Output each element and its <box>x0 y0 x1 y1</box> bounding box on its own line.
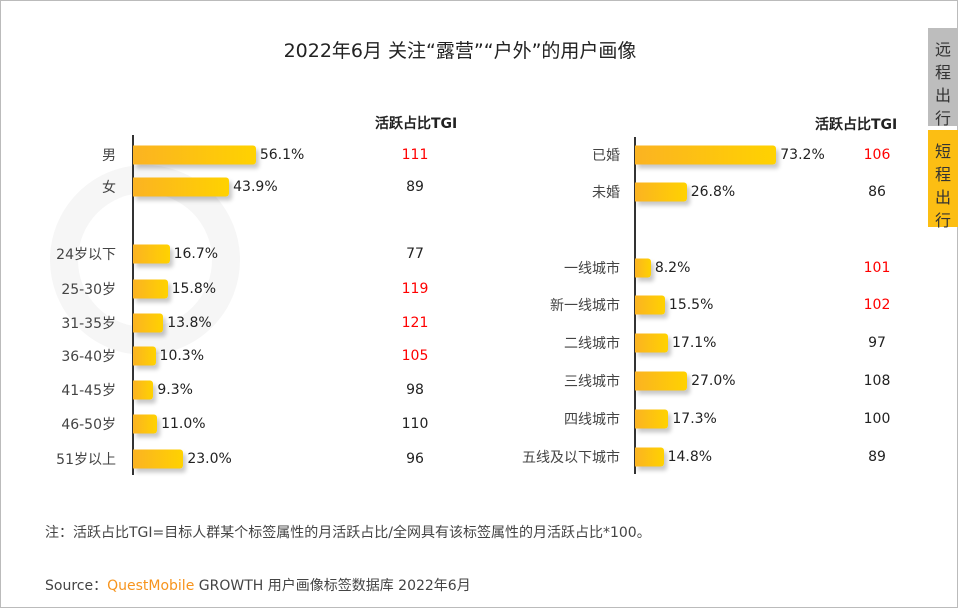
data-label: 43.9% <box>233 179 278 195</box>
right-axis <box>634 137 636 474</box>
bar <box>635 409 669 429</box>
data-label: 26.8% <box>690 184 736 200</box>
tgi-value: 108 <box>863 373 891 389</box>
tab-long-distance[interactable]: 远 程 出 行 <box>928 28 958 128</box>
category-label: 51岁以上 <box>56 452 116 468</box>
data-label: 9.3% <box>157 382 193 398</box>
category-label: 未婚 <box>592 185 620 201</box>
tgi-value: 106 <box>863 147 891 163</box>
category-label: 25-30岁 <box>61 282 116 298</box>
category-label: 已婚 <box>592 148 620 164</box>
category-label: 新一线城市 <box>550 298 620 314</box>
tgi-value: 97 <box>868 335 886 351</box>
tgi-value: 96 <box>406 451 424 467</box>
data-label: 13.8% <box>167 315 212 331</box>
tab-short-distance[interactable]: 短 程 出 行 <box>928 130 958 230</box>
chart-title: 2022年6月 关注“露营”“户外”的用户画像 <box>283 40 637 62</box>
tgi-header-left: 活跃占比TGI <box>375 116 458 132</box>
category-label: 二线城市 <box>564 336 620 352</box>
tgi-value: 98 <box>406 382 424 398</box>
source: Source：QuestMobile GROWTH 用户画像标签数据库 2022… <box>45 575 471 595</box>
bar <box>133 145 256 165</box>
category-label: 24岁以下 <box>56 247 116 263</box>
bar <box>635 182 687 202</box>
bar <box>133 380 154 400</box>
data-label: 11.0% <box>161 416 206 432</box>
bar <box>635 295 665 315</box>
category-label: 四线城市 <box>564 412 620 428</box>
bar <box>133 346 156 366</box>
category-label: 三线城市 <box>564 374 620 390</box>
tgi-value: 86 <box>868 184 886 200</box>
source-prefix: Source： <box>45 578 108 594</box>
data-label: 23.0% <box>187 451 232 467</box>
tab-label: 短 程 出 行 <box>934 142 951 230</box>
tgi-value: 121 <box>401 315 429 331</box>
bar <box>635 447 664 467</box>
data-label: 27.0% <box>691 373 736 389</box>
data-label: 10.3% <box>159 348 205 364</box>
category-label: 五线及以下城市 <box>522 450 620 466</box>
tgi-value: 102 <box>863 297 891 313</box>
data-label: 8.2% <box>654 260 691 276</box>
tgi-value: 110 <box>401 416 429 432</box>
tab-label: 远 程 出 行 <box>934 40 951 128</box>
tgi-value: 119 <box>401 281 429 297</box>
source-brand: QuestMobile <box>107 578 195 594</box>
bar <box>133 414 158 434</box>
bar <box>635 333 668 353</box>
category-label: 36-40岁 <box>61 349 116 365</box>
bar <box>133 244 170 264</box>
bar <box>635 258 651 278</box>
data-label: 17.1% <box>672 335 717 351</box>
bar <box>133 177 230 197</box>
data-label: 56.1% <box>259 147 305 163</box>
tgi-value: 100 <box>863 411 891 427</box>
bar <box>133 449 184 469</box>
tgi-value: 105 <box>401 348 429 364</box>
footnote: 注：活跃占比TGI=目标人群某个标签属性的月活跃占比/全网具有该标签属性的月活跃… <box>45 525 651 541</box>
tgi-value: 101 <box>863 260 891 276</box>
category-label: 女 <box>102 180 116 196</box>
data-label: 15.8% <box>171 281 217 297</box>
tgi-value: 77 <box>406 246 424 262</box>
category-label: 46-50岁 <box>61 417 116 433</box>
bar <box>635 371 688 391</box>
tgi-value: 111 <box>401 147 429 163</box>
category-label: 男 <box>102 148 116 164</box>
source-rest: GROWTH 用户画像标签数据库 2022年6月 <box>194 578 471 594</box>
left-axis <box>132 135 134 475</box>
data-label: 15.5% <box>668 297 714 313</box>
category-label: 一线城市 <box>564 261 620 277</box>
bar <box>635 145 777 165</box>
tgi-value: 89 <box>406 179 424 195</box>
data-label: 14.8% <box>667 449 713 465</box>
category-label: 31-35岁 <box>61 316 116 332</box>
bar <box>133 313 164 333</box>
data-label: 16.7% <box>173 246 219 262</box>
data-label: 73.2% <box>780 147 825 163</box>
data-label: 17.3% <box>672 411 717 427</box>
bar <box>133 279 168 299</box>
category-label: 41-45岁 <box>61 383 116 399</box>
tgi-header-right: 活跃占比TGI <box>815 117 898 133</box>
tgi-value: 89 <box>868 449 886 465</box>
